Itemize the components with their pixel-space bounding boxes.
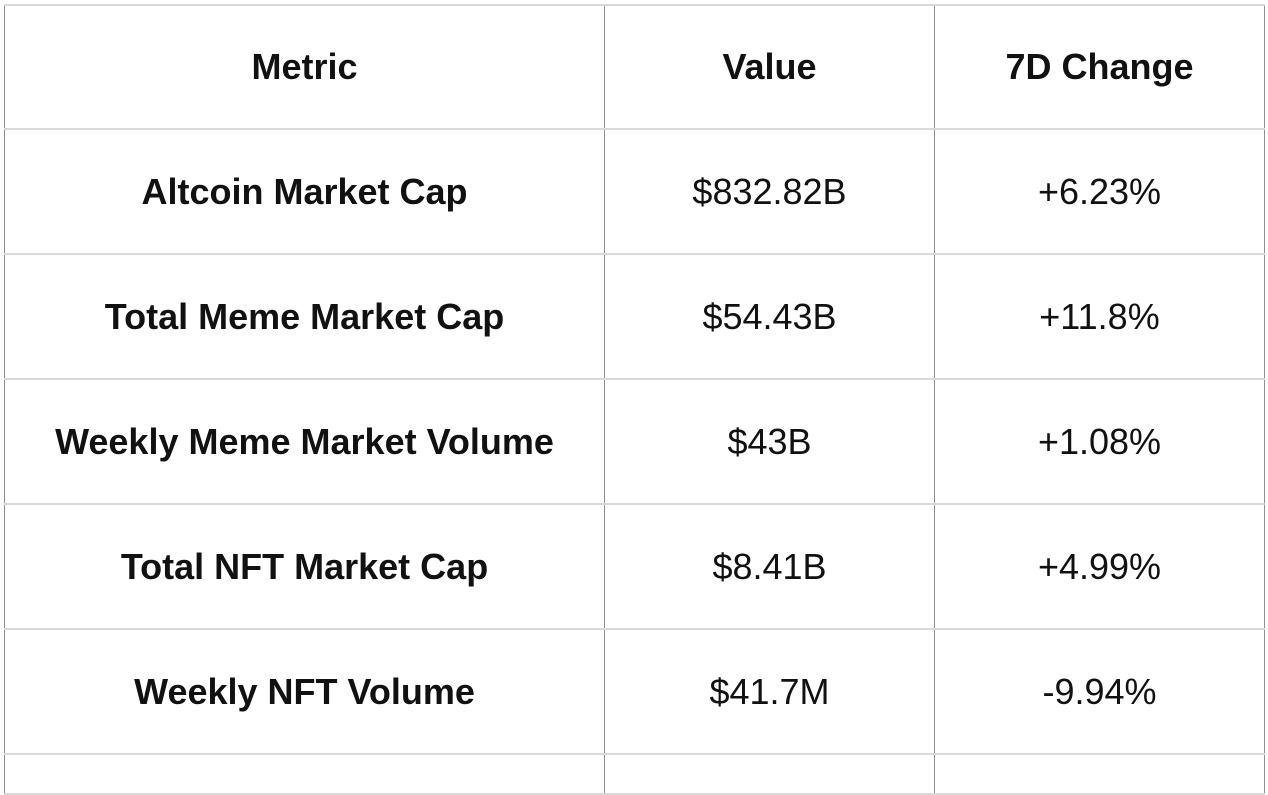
metric-cell: Total NFT Market Cap — [4, 503, 605, 630]
metric-cell: Weekly Meme Market Volume — [4, 378, 605, 505]
metric-cell: Altcoin Market Cap — [4, 128, 605, 255]
table-row: Weekly NFT Volume $41.7M -9.94% — [4, 628, 1265, 755]
metric-cell: Total Meme Market Cap — [4, 253, 605, 380]
metric-cell: Weekly NFT Volume — [4, 628, 605, 755]
metrics-table: Metric Value 7D Change Altcoin Market Ca… — [4, 4, 1265, 795]
value-cell: $43B — [604, 378, 935, 505]
value-cell — [604, 753, 935, 795]
header-row: Metric Value 7D Change — [4, 4, 1265, 130]
table-row: Weekly Meme Market Volume $43B +1.08% — [4, 378, 1265, 505]
value-cell: $8.41B — [604, 503, 935, 630]
column-header-7d-change: 7D Change — [934, 4, 1265, 130]
column-header-metric: Metric — [4, 4, 605, 130]
metrics-table-container: Metric Value 7D Change Altcoin Market Ca… — [4, 4, 1265, 795]
metric-cell — [4, 753, 605, 795]
table-row-partial — [4, 753, 1265, 795]
table-row: Altcoin Market Cap $832.82B +6.23% — [4, 128, 1265, 255]
table-row: Total Meme Market Cap $54.43B +11.8% — [4, 253, 1265, 380]
table-body: Altcoin Market Cap $832.82B +6.23% Total… — [4, 128, 1265, 795]
value-cell: $832.82B — [604, 128, 935, 255]
table-header: Metric Value 7D Change — [4, 4, 1265, 130]
change-cell: +4.99% — [934, 503, 1265, 630]
change-cell — [934, 753, 1265, 795]
value-cell: $54.43B — [604, 253, 935, 380]
change-cell: +6.23% — [934, 128, 1265, 255]
table-row: Total NFT Market Cap $8.41B +4.99% — [4, 503, 1265, 630]
change-cell: +11.8% — [934, 253, 1265, 380]
change-cell: -9.94% — [934, 628, 1265, 755]
change-cell: +1.08% — [934, 378, 1265, 505]
value-cell: $41.7M — [604, 628, 935, 755]
column-header-value: Value — [604, 4, 935, 130]
